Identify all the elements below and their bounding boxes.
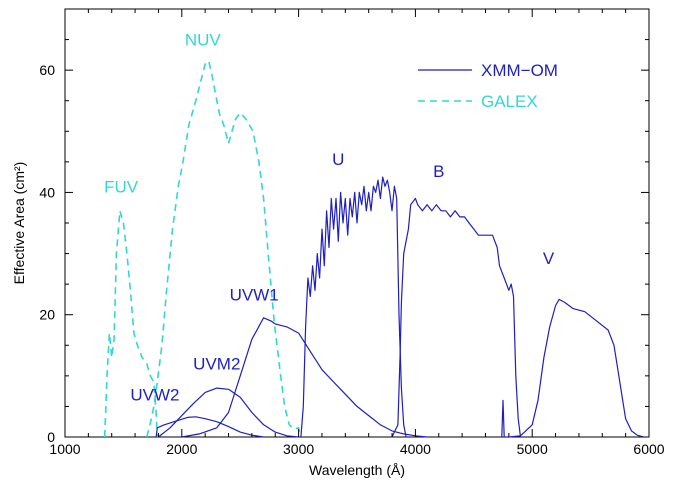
- band-label-uvw1: UVW1: [230, 286, 279, 305]
- tick-layer: 1000 2000 3000 4000 5000 6000 0 20 40 60: [39, 8, 665, 457]
- y-axis-label: Effective Area (cm²): [11, 162, 27, 285]
- legend-label-xmm: XMM−OM: [481, 61, 558, 80]
- x-tick-label: 3000: [283, 441, 314, 457]
- curve-b: [391, 197, 522, 438]
- band-label-nuv: NUV: [185, 31, 222, 50]
- y-tick-label: 20: [39, 307, 55, 323]
- y-tick-label: 60: [39, 62, 55, 78]
- band-label-layer: FUV NUV UVW2 UVM2 UVW1 U B V: [104, 31, 555, 405]
- curve-fuv: [103, 210, 159, 438]
- curve-v: [501, 298, 644, 438]
- curve-uvw2: [155, 416, 264, 438]
- curve-layer: [103, 60, 644, 438]
- curve-uvw1: [181, 317, 428, 438]
- x-tick-label: 5000: [517, 441, 548, 457]
- y-tick-label: 40: [39, 184, 55, 200]
- band-label-fuv: FUV: [104, 177, 139, 196]
- x-tick-label: 2000: [166, 441, 197, 457]
- x-tick-label: 1000: [49, 441, 80, 457]
- x-tick-label: 4000: [400, 441, 431, 457]
- y-tick-label: 0: [47, 429, 55, 445]
- curve-nuv: [146, 60, 301, 438]
- x-tick-label: 6000: [633, 441, 664, 457]
- legend: XMM−OM GALEX: [418, 61, 558, 111]
- curve-uvm2: [158, 387, 299, 438]
- band-label-b: B: [433, 162, 444, 181]
- band-label-v: V: [543, 249, 555, 268]
- band-label-u: U: [332, 150, 344, 169]
- curve-u: [300, 176, 407, 438]
- band-label-uvm2: UVM2: [193, 355, 240, 374]
- legend-label-galex: GALEX: [481, 92, 538, 111]
- band-label-uvw2: UVW2: [130, 385, 179, 404]
- x-axis-label: Wavelength (Å): [309, 462, 405, 478]
